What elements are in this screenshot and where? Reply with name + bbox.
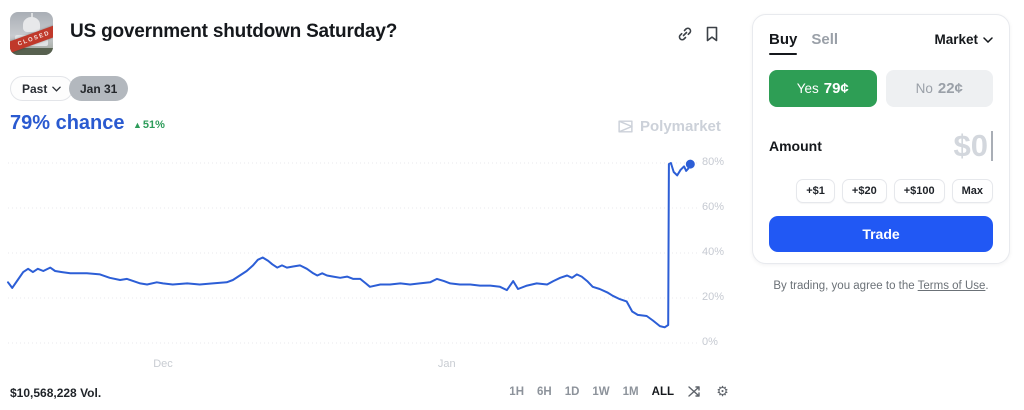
timeframe-all[interactable]: ALL: [651, 385, 674, 398]
delta-value: 51%: [142, 119, 165, 131]
yes-price: 79¢: [823, 80, 849, 97]
terms-prefix: By trading, you agree to the: [773, 280, 918, 292]
price-line: [7, 162, 692, 329]
capitol-spire: [31, 13, 33, 20]
tab-sell[interactable]: Sell: [811, 31, 839, 48]
amount-label: Amount: [769, 138, 822, 154]
y-tick-label: 0%: [702, 336, 718, 348]
buy-yes-button[interactable]: Yes 79¢: [769, 70, 877, 107]
x-tick-label: Jan: [437, 358, 456, 370]
no-price: 22¢: [937, 80, 963, 97]
capitol-dome: [23, 17, 40, 32]
trade-button[interactable]: Trade: [769, 216, 993, 252]
past-filter-label: Past: [22, 81, 48, 96]
watermark-label: Polymarket: [640, 118, 721, 135]
chevron-down-icon: [52, 86, 62, 92]
terms-of-use-link[interactable]: Terms of Use: [917, 280, 986, 292]
y-tick-label: 80%: [702, 156, 725, 168]
timeframe-1h[interactable]: 1H: [509, 385, 524, 398]
yes-label: Yes: [796, 81, 819, 96]
quick-amount-1[interactable]: +$1: [796, 179, 835, 203]
terms-note: By trading, you agree to the Terms of Us…: [752, 280, 1010, 292]
timeframe-1m[interactable]: 1M: [622, 385, 639, 398]
buy-no-button[interactable]: No 22¢: [885, 70, 993, 107]
timeframe-6h[interactable]: 6H: [537, 385, 552, 398]
text-cursor: [991, 131, 993, 161]
polymarket-logo-icon: [618, 120, 633, 133]
past-filter-dropdown[interactable]: Past: [10, 76, 74, 101]
delta-up-icon: ▲: [133, 120, 142, 130]
volume-text: $10,568,228 Vol.: [10, 386, 102, 400]
x-tick-label: Dec: [153, 358, 173, 370]
amount-input[interactable]: $0: [954, 128, 993, 164]
quick-amount-20[interactable]: +$20: [841, 179, 887, 203]
quick-amount-100[interactable]: +$100: [893, 179, 945, 203]
date-chip-jan31[interactable]: Jan 31: [69, 76, 129, 101]
order-type-label: Market: [934, 32, 978, 47]
timeframe-1w[interactable]: 1W: [592, 385, 610, 398]
settings-gear-icon[interactable]: ⚙: [716, 383, 729, 399]
chance-delta: ▲51%: [133, 119, 165, 131]
terms-suffix: .: [985, 280, 989, 292]
timeframe-1d[interactable]: 1D: [564, 385, 580, 398]
amount-row: Amount $0: [769, 127, 993, 165]
bookmark-icon[interactable]: [703, 25, 721, 43]
outcome-buttons: Yes 79¢ No 22¢: [769, 70, 993, 107]
quick-amount-buttons: +$1 +$20 +$100 Max: [769, 179, 993, 203]
tab-buy[interactable]: Buy: [769, 31, 798, 55]
order-type-dropdown[interactable]: Market: [934, 32, 993, 47]
chance-value: 79% chance: [10, 112, 125, 134]
page-title: US government shutdown Saturday?: [70, 21, 398, 42]
trade-panel: Buy Sell Market Yes 79¢ No 22¢ Amount $0: [752, 14, 1010, 264]
chevron-down-icon: [983, 36, 993, 43]
trade-tabs: Buy Sell Market: [769, 31, 993, 55]
date-chip-label: Jan 31: [80, 81, 118, 96]
price-history-chart[interactable]: [0, 150, 740, 362]
thumbnail-trees: [10, 48, 53, 55]
expand-chart-icon[interactable]: [687, 384, 702, 399]
timeframe-buttons: 1H 6H 1D 1W 1M ALL: [509, 386, 674, 398]
copy-link-icon[interactable]: [676, 25, 694, 43]
quick-amount-max[interactable]: Max: [951, 179, 993, 203]
timeframe-toolbar: 1H 6H 1D 1W 1M ALL ⚙: [509, 384, 730, 399]
y-tick-label: 60%: [702, 201, 725, 213]
no-label: No: [915, 81, 933, 96]
y-tick-label: 40%: [702, 246, 725, 258]
latest-point-dot: [685, 159, 695, 169]
polymarket-watermark: Polymarket: [617, 118, 721, 135]
market-thumbnail: CLOSED: [10, 12, 53, 55]
amount-value: $0: [953, 128, 988, 163]
y-tick-label: 20%: [702, 291, 725, 303]
